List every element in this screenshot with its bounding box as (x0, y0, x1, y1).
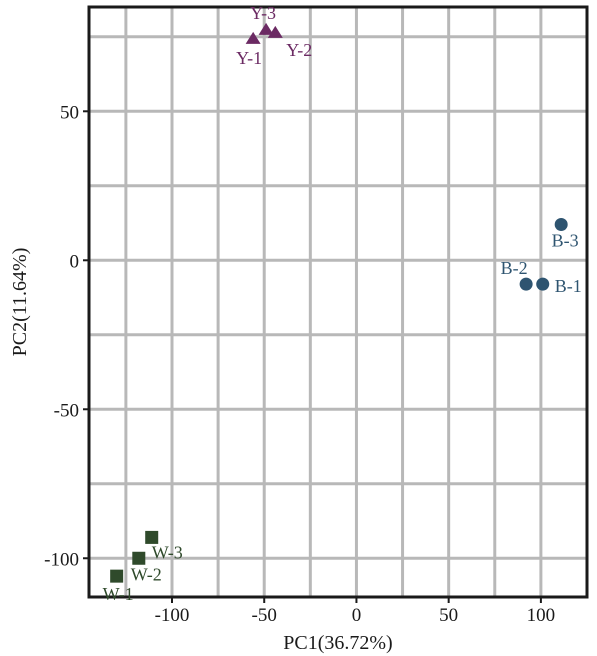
x-tick-label: 0 (352, 605, 362, 626)
point-w-2 (132, 551, 146, 565)
x-tick-label: 50 (439, 605, 458, 626)
point-b-1 (536, 277, 550, 291)
y-axis-title: PC2(11.64%) (9, 248, 31, 357)
label-b-2: B-2 (501, 258, 528, 278)
point-w-1 (110, 569, 124, 583)
x-tick-label: 100 (527, 605, 556, 626)
x-tick-labels: -100 -50 0 50 100 (155, 605, 556, 626)
label-y-1: Y-1 (236, 48, 262, 68)
grid-lines (89, 7, 589, 597)
y-tick-label: 50 (60, 102, 79, 123)
label-w-2: W-2 (131, 564, 162, 584)
label-b-1: B-1 (555, 276, 582, 296)
point-labels: Y-1 Y-2 Y-3 B-1 B-2 B-3 W-1W-2W-3 (103, 3, 582, 604)
label-y-2: Y-2 (286, 40, 312, 60)
y-tick-label: -100 (44, 549, 79, 570)
point-y-3 (258, 22, 274, 35)
label-w-1: W-1 (103, 584, 134, 604)
point-b-2 (519, 277, 533, 291)
point-w-3 (145, 530, 159, 544)
label-y-3: Y-3 (250, 3, 276, 23)
label-b-3: B-3 (552, 231, 579, 251)
y-tick-label: 0 (70, 251, 80, 272)
x-tick-label: -50 (252, 605, 277, 626)
point-b-3 (554, 218, 568, 232)
x-axis-title: PC1(36.72%) (283, 632, 392, 654)
y-tick-label: -50 (54, 400, 79, 421)
y-tick-labels: -100 -50 0 50 (44, 102, 79, 570)
x-tick-label: -100 (155, 605, 190, 626)
point-y-1 (245, 31, 261, 44)
axis-ticks (83, 110, 542, 603)
plot-frame (87, 5, 589, 599)
label-w-3: W-3 (152, 542, 183, 562)
data-points (110, 22, 568, 583)
